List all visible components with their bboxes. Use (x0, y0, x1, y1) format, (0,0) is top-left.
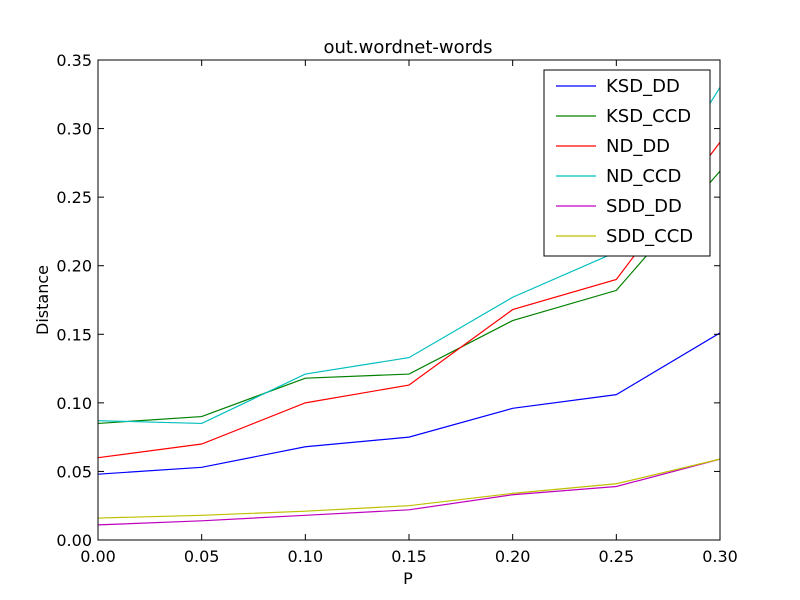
series-line-sdd-dd (98, 458, 720, 526)
x-tick-label: 0.05 (184, 547, 220, 566)
x-tick-label: 0.20 (495, 547, 531, 566)
legend-label-ksd-ccd: KSD_CCD (606, 106, 691, 127)
x-axis-label: P (403, 569, 413, 588)
y-tick-label: 0.20 (56, 257, 92, 276)
series-line-ksd-dd (98, 332, 720, 475)
y-tick-label: 0.00 (56, 531, 92, 550)
y-tick-label: 0.10 (56, 394, 92, 413)
y-axis-label: Distance (33, 265, 52, 335)
x-tick-label: 0.00 (80, 547, 116, 566)
series-line-nd-dd (98, 141, 720, 459)
y-tick-label: 0.05 (56, 462, 92, 481)
series-line-ksd-ccd (98, 170, 720, 425)
y-tick-label: 0.25 (56, 188, 92, 207)
x-tick-label: 0.15 (391, 547, 427, 566)
y-tick-label: 0.35 (56, 51, 92, 70)
legend-label-ksd-dd: KSD_DD (606, 76, 680, 97)
chart-title: out.wordnet-words (323, 37, 492, 58)
x-tick-label: 0.10 (288, 547, 324, 566)
series-line-sdd-ccd (98, 458, 720, 519)
y-tick-label: 0.15 (56, 325, 92, 344)
x-tick-label: 0.30 (702, 547, 738, 566)
legend-label-sdd-dd: SDD_DD (606, 196, 682, 217)
legend-label-nd-ccd: ND_CCD (606, 166, 681, 187)
y-tick-label: 0.30 (56, 120, 92, 139)
plot-area: 0.00 0.05 0.10 0.15 0.20 0.25 0.30 0.00 0.05 0.10… (56, 51, 737, 566)
legend: KSD_DD KSD_CCD ND_DD ND_CCD SDD_DD SDD_CCD (543, 69, 711, 257)
legend-label-nd-dd: ND_DD (606, 136, 670, 157)
legend-label-sdd-ccd: SDD_CCD (606, 226, 693, 247)
x-tick-label: 0.25 (599, 547, 635, 566)
legend-box (543, 69, 711, 257)
